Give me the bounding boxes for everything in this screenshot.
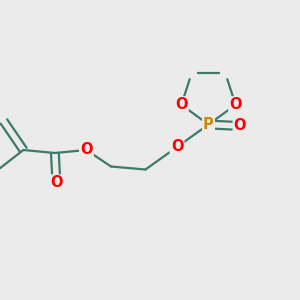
Text: O: O <box>50 176 63 190</box>
Text: O: O <box>80 142 93 158</box>
Text: O: O <box>171 140 183 154</box>
Text: O: O <box>175 97 188 112</box>
Text: O: O <box>234 118 246 134</box>
Text: O: O <box>230 97 242 112</box>
Text: P: P <box>203 117 214 132</box>
